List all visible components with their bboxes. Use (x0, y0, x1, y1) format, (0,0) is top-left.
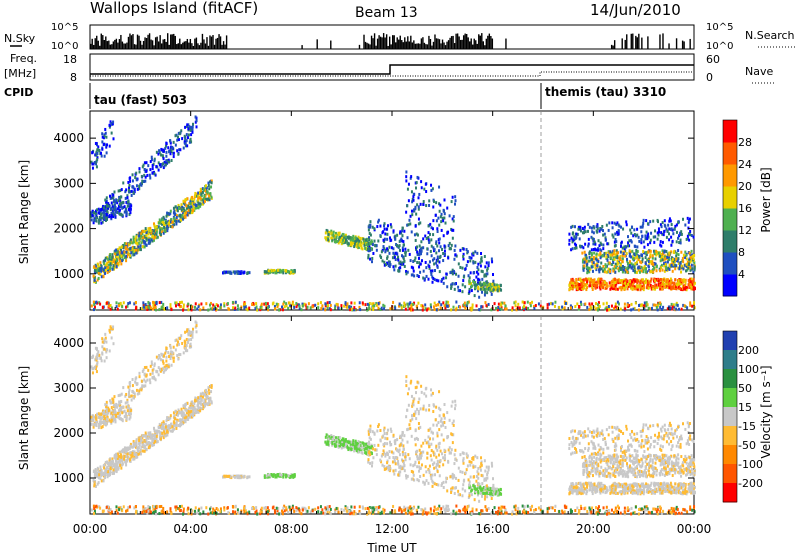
power-colorbar-tick: 28 (738, 136, 752, 149)
power-panel: 1000 2000 3000 4000 Slant Range [km] 4 8 12 16… (17, 110, 773, 312)
velocity-colorbar-tick: -100 (738, 458, 763, 471)
nsearch-tick-top: 10^5 (706, 22, 733, 33)
freq-tick-bottom: 8 (70, 71, 77, 84)
cpid-segment-1: tau (fast) 503 (94, 93, 187, 107)
power-colorbar-tick: 4 (738, 268, 745, 281)
velocity-colorbar-tick: 15 (738, 401, 752, 414)
power-scatter (90, 115, 696, 312)
colorbar-swatch (723, 426, 737, 446)
cpid-segment-2: themis (tau) 3310 (545, 85, 666, 99)
x-tick-label: 04:00 (173, 522, 208, 536)
colorbar-swatch (723, 208, 737, 231)
nsearch-tick-bottom: 10^0 (706, 41, 733, 52)
power-colorbar-tick: 20 (738, 180, 752, 193)
colorbar-swatch (723, 120, 737, 143)
freq-label: Freq. (10, 52, 37, 65)
cpid-label: CPID (4, 86, 33, 99)
colorbar-swatch (723, 350, 737, 370)
freq-unit: [MHz] (4, 67, 36, 80)
colorbar-swatch (723, 331, 737, 351)
nsky-label: N.Sky (4, 32, 36, 45)
nave-line (90, 71, 694, 77)
velocity-colorbar-tick: -15 (738, 420, 756, 433)
y-tick-label: 2000 (53, 222, 84, 236)
colorbar-swatch (723, 230, 737, 253)
velocity-colorbar-tick: 50 (738, 382, 752, 395)
x-tick-label: 12:00 (375, 522, 410, 536)
power-colorbar: 4 8 12 16 20 24 28 (722, 119, 752, 297)
x-axis-label: Time UT (366, 541, 417, 554)
freq-strip: Freq. [MHz] 18 8 60 0 Nave (4, 52, 775, 84)
velocity-colorbar-tick: -50 (738, 439, 756, 452)
x-tick-label: 20:00 (576, 522, 611, 536)
freq-tick-top: 18 (63, 53, 77, 66)
velocity-scatter (90, 320, 696, 516)
velocity-colorbar-tick: 200 (738, 344, 759, 357)
colorbar-swatch (723, 186, 737, 209)
power-colorbar-tick: 12 (738, 224, 752, 237)
nave-tick-top: 60 (706, 53, 720, 66)
nsky-strip: N.Sky 10^5 10^0 10^5 10^0 N.Search (4, 22, 795, 52)
colorbar-swatch (723, 464, 737, 484)
power-colorbar-tick: 8 (738, 246, 745, 259)
nsearch-label: N.Search (745, 29, 795, 42)
x-tick-label: 00:00 (73, 522, 108, 536)
nave-tick-bottom: 0 (706, 71, 713, 84)
colorbar-swatch (723, 388, 737, 408)
velocity-colorbar-tick: 100 (738, 363, 759, 376)
colorbar-swatch (723, 142, 737, 165)
station-title: Wallops Island (fitACF) (90, 0, 258, 17)
velocity-ylabel: Slant Range [km] (17, 366, 31, 470)
colorbar-swatch (723, 252, 737, 275)
nsky-tick-bottom: 10^0 (51, 41, 78, 52)
colorbar-swatch (723, 369, 737, 389)
velocity-colorbar: 200 100 50 15 -15 -50 -100 -200 (722, 330, 763, 503)
y-tick-label: 4000 (53, 336, 84, 350)
x-axis: 00:00 04:00 08:00 12:00 16:00 20:00 00:00 (73, 111, 712, 536)
velocity-panel: 1000 2000 3000 4000 Slant Range [km] 200 100… (17, 315, 773, 516)
power-colorbar-tick: 24 (738, 158, 752, 171)
velocity-colorbar-tick: -200 (738, 477, 763, 490)
date-title: 14/Jun/2010 (590, 1, 681, 19)
beam-title: Beam 13 (355, 5, 418, 21)
x-tick-label: 08:00 (274, 522, 309, 536)
power-colorbar-label: Power [dB] (759, 167, 773, 232)
power-colorbar-tick: 16 (738, 202, 752, 215)
y-tick-label: 4000 (53, 131, 84, 145)
velocity-colorbar-label: Velocity [m s⁻¹] (759, 365, 773, 458)
y-tick-label: 1000 (53, 471, 84, 485)
nsky-histogram (90, 33, 691, 49)
y-tick-label: 1000 (53, 267, 84, 281)
freq-line (90, 64, 694, 75)
colorbar-swatch (723, 164, 737, 187)
colorbar-swatch (723, 274, 737, 297)
colorbar-swatch (723, 483, 737, 503)
x-tick-label: 00:00 (677, 522, 712, 536)
y-tick-label: 3000 (53, 381, 84, 395)
x-tick-label: 16:00 (475, 522, 510, 536)
nave-label: Nave (745, 65, 773, 78)
nsky-tick-top: 10^5 (51, 22, 78, 33)
colorbar-swatch (723, 407, 737, 427)
power-ylabel: Slant Range [km] (17, 160, 31, 264)
y-tick-label: 3000 (53, 176, 84, 190)
cpid-strip: CPID tau (fast) 503 themis (tau) 3310 (4, 83, 666, 109)
y-tick-label: 2000 (53, 426, 84, 440)
colorbar-swatch (723, 445, 737, 465)
